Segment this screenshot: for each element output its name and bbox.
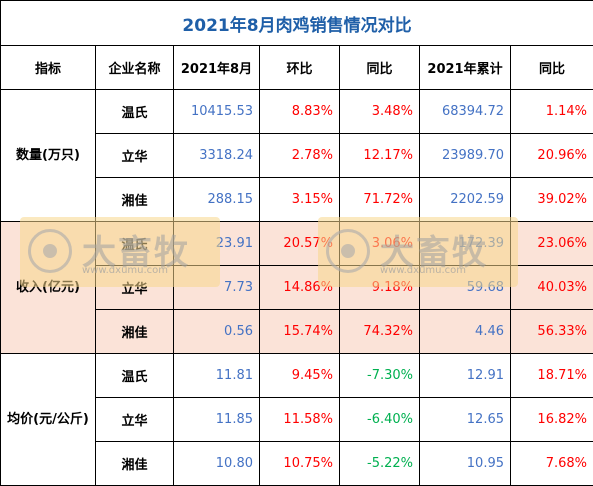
ytd-yoy-value: 56.33%	[511, 310, 593, 354]
table-row: 收入(亿元) 温氏 23.91 20.57% 3.06% 172.39 23.0…	[1, 222, 593, 266]
yoy-value: 3.48%	[340, 90, 420, 134]
ytd-yoy-value: 23.06%	[511, 222, 593, 266]
month-value: 288.15	[174, 178, 260, 222]
company-cell: 立华	[96, 266, 174, 310]
table-row: 数量(万只) 温氏 10415.53 8.83% 3.48% 68394.72 …	[1, 90, 593, 134]
indicator-revenue: 收入(亿元)	[1, 222, 96, 354]
header-row: 指标 企业名称 2021年8月 环比 同比 2021年累计 同比	[1, 46, 593, 90]
yoy-value: -7.30%	[340, 354, 420, 398]
ytd-yoy-value: 18.71%	[511, 354, 593, 398]
yoy-value: -5.22%	[340, 442, 420, 486]
yoy-value: -6.40%	[340, 398, 420, 442]
company-cell: 立华	[96, 398, 174, 442]
month-value: 0.56	[174, 310, 260, 354]
ytd-value: 68394.72	[420, 90, 511, 134]
company-cell: 湘佳	[96, 442, 174, 486]
company-cell: 温氏	[96, 222, 174, 266]
header-ytd-yoy: 同比	[511, 46, 593, 90]
table-title: 2021年8月肉鸡销售情况对比	[1, 1, 593, 46]
title-row: 2021年8月肉鸡销售情况对比	[1, 1, 593, 46]
month-value: 10415.53	[174, 90, 260, 134]
header-mom: 环比	[260, 46, 340, 90]
table-row: 均价(元/公斤) 温氏 11.81 9.45% -7.30% 12.91 18.…	[1, 354, 593, 398]
ytd-value: 10.95	[420, 442, 511, 486]
mom-value: 8.83%	[260, 90, 340, 134]
ytd-yoy-value: 40.03%	[511, 266, 593, 310]
company-cell: 温氏	[96, 354, 174, 398]
yoy-value: 3.06%	[340, 222, 420, 266]
indicator-quantity: 数量(万只)	[1, 90, 96, 222]
ytd-value: 12.65	[420, 398, 511, 442]
ytd-value: 59.68	[420, 266, 511, 310]
ytd-yoy-value: 20.96%	[511, 134, 593, 178]
month-value: 10.80	[174, 442, 260, 486]
ytd-value: 172.39	[420, 222, 511, 266]
ytd-yoy-value: 39.02%	[511, 178, 593, 222]
ytd-value: 12.91	[420, 354, 511, 398]
ytd-value: 2202.59	[420, 178, 511, 222]
ytd-value: 23989.70	[420, 134, 511, 178]
company-cell: 湘佳	[96, 178, 174, 222]
month-value: 11.85	[174, 398, 260, 442]
ytd-yoy-value: 1.14%	[511, 90, 593, 134]
mom-value: 2.78%	[260, 134, 340, 178]
company-cell: 湘佳	[96, 310, 174, 354]
ytd-yoy-value: 7.68%	[511, 442, 593, 486]
mom-value: 15.74%	[260, 310, 340, 354]
ytd-value: 4.46	[420, 310, 511, 354]
mom-value: 3.15%	[260, 178, 340, 222]
month-value: 3318.24	[174, 134, 260, 178]
header-company: 企业名称	[96, 46, 174, 90]
yoy-value: 74.32%	[340, 310, 420, 354]
header-yoy: 同比	[340, 46, 420, 90]
month-value: 23.91	[174, 222, 260, 266]
mom-value: 9.45%	[260, 354, 340, 398]
company-cell: 立华	[96, 134, 174, 178]
header-indicator: 指标	[1, 46, 96, 90]
ytd-yoy-value: 16.82%	[511, 398, 593, 442]
indicator-avg-price: 均价(元/公斤)	[1, 354, 96, 486]
yoy-value: 12.17%	[340, 134, 420, 178]
yoy-value: 71.72%	[340, 178, 420, 222]
mom-value: 11.58%	[260, 398, 340, 442]
header-ytd: 2021年累计	[420, 46, 511, 90]
company-cell: 温氏	[96, 90, 174, 134]
mom-value: 10.75%	[260, 442, 340, 486]
header-month: 2021年8月	[174, 46, 260, 90]
mom-value: 20.57%	[260, 222, 340, 266]
yoy-value: 9.18%	[340, 266, 420, 310]
month-value: 11.81	[174, 354, 260, 398]
mom-value: 14.86%	[260, 266, 340, 310]
month-value: 7.73	[174, 266, 260, 310]
